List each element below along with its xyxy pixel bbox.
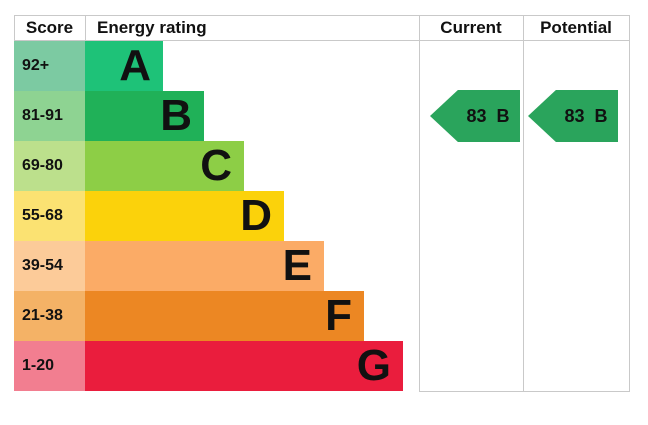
rating-letter: E [282, 241, 312, 290]
potential-band-letter: B [594, 105, 608, 126]
score-range-label: 39-54 [14, 241, 85, 291]
table-right-border [629, 15, 630, 392]
rating-letter: G [356, 341, 391, 390]
rating-bands: 92+ A 81-91 B 69-80 C 55-68 D 39-54 [14, 41, 630, 391]
rating-bar-e: E [85, 241, 324, 291]
rating-letter: F [325, 291, 352, 340]
rating-letter: C [200, 141, 232, 190]
current-score-value: 83 [466, 105, 487, 126]
score-column-separator [85, 15, 86, 41]
band-row-b: 81-91 B [14, 91, 630, 141]
score-range-label: 69-80 [14, 141, 85, 191]
current-band-letter: B [496, 105, 510, 126]
score-range-label: 81-91 [14, 91, 85, 141]
score-column-header: Score [25, 18, 74, 37]
rating-column-separator [419, 15, 420, 392]
header-bottom-border [14, 40, 630, 41]
score-range-label: 55-68 [14, 191, 85, 241]
rating-letter: B [160, 91, 192, 140]
rating-bar-g: G [85, 341, 403, 391]
potential-rating-arrow: 83 B [528, 90, 618, 142]
table-bottom-border [419, 391, 630, 392]
score-range-label: 92+ [14, 41, 85, 91]
rating-bar-c: C [85, 141, 244, 191]
score-range-label: 21-38 [14, 291, 85, 341]
potential-column-header: Potential [540, 18, 612, 37]
rating-letter: D [240, 191, 272, 240]
rating-bar-a: A [85, 41, 163, 91]
band-row-e: 39-54 E [14, 241, 630, 291]
rating-bar-f: F [85, 291, 364, 341]
score-range-label: 1-20 [14, 341, 85, 391]
table-left-border [14, 15, 15, 41]
band-row-a: 92+ A [14, 41, 630, 91]
current-column-separator [523, 15, 524, 392]
rating-letter: A [119, 41, 151, 90]
band-row-d: 55-68 D [14, 191, 630, 241]
current-column-header: Current [440, 18, 502, 37]
band-row-c: 69-80 C [14, 141, 630, 191]
rating-bar-b: B [85, 91, 204, 141]
potential-score-value: 83 [564, 105, 585, 126]
energy-rating-column-header: Energy rating [97, 18, 207, 37]
rating-bar-d: D [85, 191, 284, 241]
band-row-f: 21-38 F [14, 291, 630, 341]
band-row-g: 1-20 G [14, 341, 630, 391]
table-top-border [14, 15, 630, 16]
